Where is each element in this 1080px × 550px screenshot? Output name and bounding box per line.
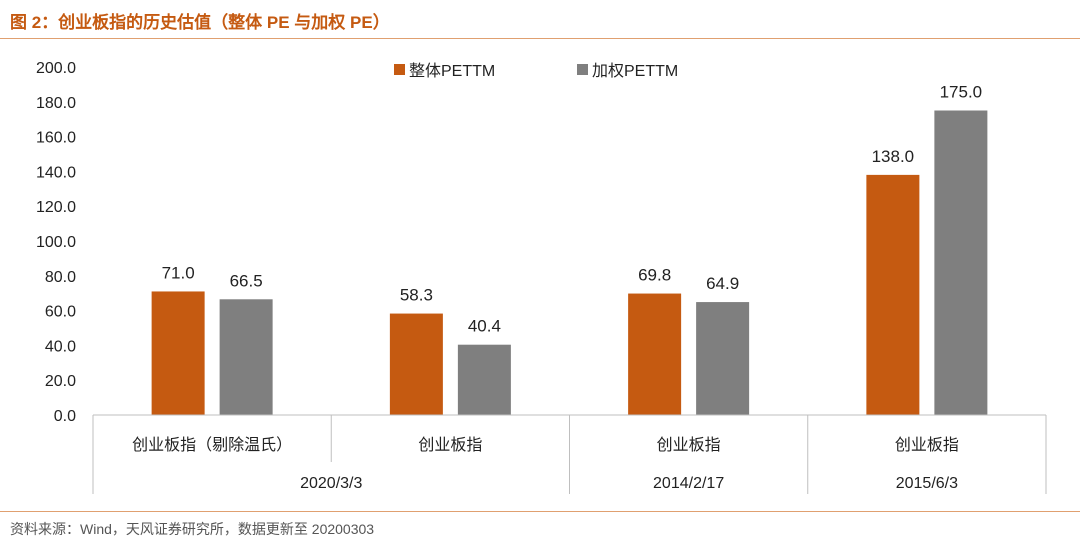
title-divider [0, 38, 1080, 39]
x-axis: 创业板指（剔除温氏） 创业板指 创业板指 创业板指 2020/3/3 2014/2/17 2… [92, 414, 1047, 494]
chart-legend: 整体PETTM 加权PETTM [394, 62, 678, 80]
source-note: 资料来源：Wind，天风证券研究所，数据更新至 20200303 [10, 521, 375, 537]
y-tick-label: 120.0 [36, 199, 76, 216]
bar-overall [389, 313, 443, 415]
data-label: 40.4 [468, 317, 501, 336]
y-tick-label: 80.0 [45, 269, 76, 286]
bars: 71.0 58.3 69.8 138.0 66.5 40.4 64.9 175.0 [151, 83, 988, 415]
y-axis: 0.0 20.0 40.0 60.0 80.0 100.0 120.0 140.0 160.0 1… [36, 60, 76, 425]
bar-overall [151, 291, 205, 415]
category-label: 创业板指 [418, 436, 482, 454]
data-label: 64.9 [706, 274, 739, 293]
bar-weighted [219, 299, 273, 415]
y-tick-label: 140.0 [36, 164, 76, 181]
data-label: 69.8 [638, 266, 671, 285]
data-label: 175.0 [940, 83, 983, 102]
y-tick-label: 40.0 [45, 338, 76, 355]
y-tick-label: 100.0 [36, 234, 76, 251]
category-label: 创业板指 [895, 436, 959, 454]
data-label: 138.0 [872, 147, 915, 166]
y-tick-label: 160.0 [36, 130, 76, 147]
group-label: 2014/2/17 [653, 475, 724, 492]
legend-swatch [394, 64, 405, 75]
y-tick-label: 0.0 [54, 408, 76, 425]
group-label: 2015/6/3 [896, 475, 958, 492]
legend-label: 加权PETTM [592, 62, 678, 80]
data-label: 66.5 [230, 271, 263, 290]
data-label: 71.0 [162, 263, 195, 282]
bar-weighted [457, 344, 511, 415]
y-tick-label: 60.0 [45, 304, 76, 321]
bar-overall [628, 293, 682, 415]
y-tick-label: 180.0 [36, 95, 76, 112]
legend-label: 整体PETTM [409, 62, 495, 80]
bar-weighted [934, 110, 988, 415]
group-label: 2020/3/3 [300, 475, 362, 492]
data-label: 58.3 [400, 286, 433, 305]
category-label: 创业板指（剔除温氏） [132, 436, 292, 454]
figure-title: 图 2：创业板指的历史估值（整体 PE 与加权 PE） [10, 13, 390, 32]
y-tick-label: 200.0 [36, 60, 76, 77]
category-label: 创业板指 [657, 436, 721, 454]
bar-overall [866, 174, 920, 415]
pe-bar-chart: 整体PETTM 加权PETTM 0.0 20.0 40.0 60.0 80.0 100.0 1… [36, 60, 1047, 494]
legend-swatch [577, 64, 588, 75]
bar-weighted [696, 302, 750, 415]
footer-divider [0, 511, 1080, 512]
y-tick-label: 20.0 [45, 373, 76, 390]
